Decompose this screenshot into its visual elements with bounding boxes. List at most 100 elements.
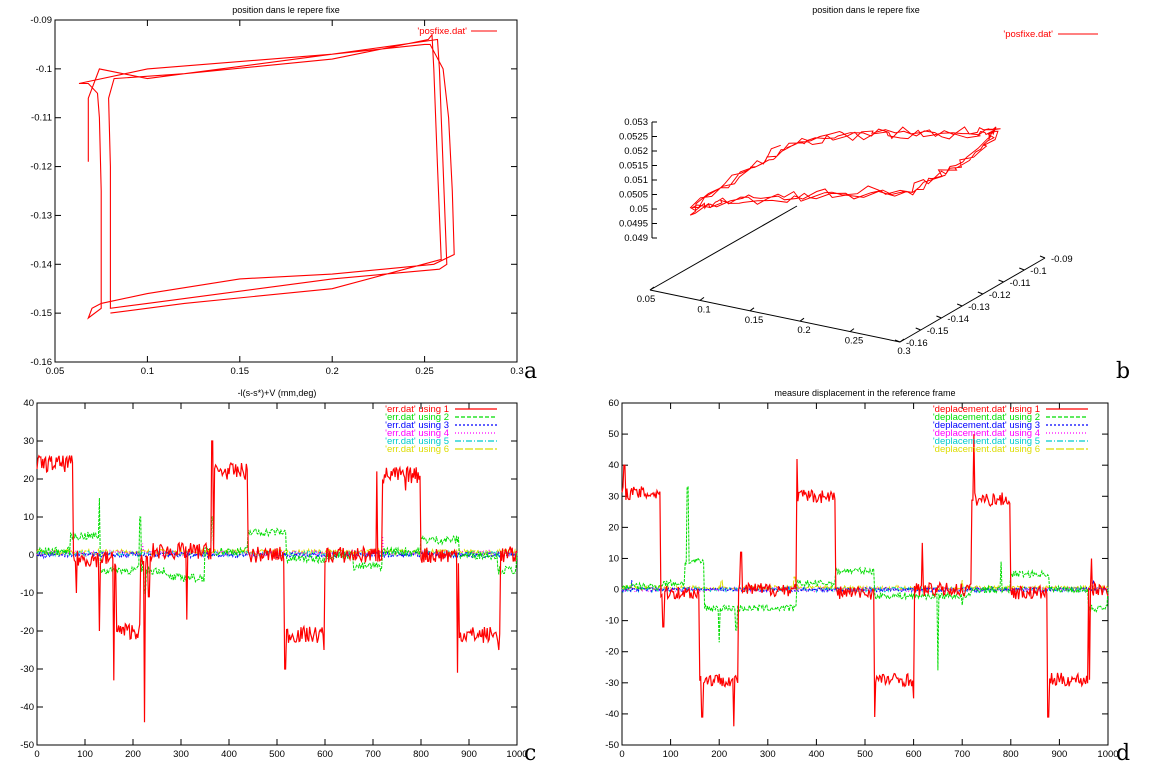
y-tick-mark-3d <box>998 279 1004 283</box>
x-tick-label-3d: 0.25 <box>845 336 864 347</box>
y-tick-label-d: -50 <box>605 740 619 751</box>
y-tick-label-d: -10 <box>605 616 619 627</box>
panel-label-a: a <box>524 359 537 384</box>
x-tick-label-c: 200 <box>125 749 141 760</box>
y-tick-label-d: 30 <box>608 491 619 502</box>
x-tick-label-d: 100 <box>663 749 679 760</box>
y-tick-label-d: -40 <box>605 709 619 720</box>
x-tick-label-c: 400 <box>221 749 237 760</box>
series-line-d-4 <box>621 585 1109 594</box>
series-line-d-5 <box>621 585 1109 594</box>
chart-title-c: -l(s-s*)+V (mm,deg) <box>238 388 317 398</box>
legend-label-c: 'err.dat' using 4 <box>385 428 449 439</box>
y-tick-label-d: -20 <box>605 647 619 658</box>
y-tick-label-a: -0.15 <box>30 308 52 319</box>
plot-frame-a <box>54 19 518 363</box>
y-tick-label-3d: -0.16 <box>906 338 928 349</box>
y-tick-label-3d: -0.11 <box>1010 278 1031 289</box>
x-tick-label-c: 600 <box>317 749 333 760</box>
x-tick-label-a: 0.05 <box>46 366 65 377</box>
legend-label-d: 'deplacement.dat' using 3 <box>933 420 1040 431</box>
x-tick-label-d: 200 <box>711 749 727 760</box>
y-tick-mark-3d <box>936 315 942 319</box>
x-tick-label-a: 0.2 <box>326 366 339 377</box>
chart-title-d: measure displacement in the reference fr… <box>774 388 955 398</box>
x-tick-label-c: 300 <box>173 749 189 760</box>
z-tick-label: 0.053 <box>624 117 648 128</box>
y-tick-mark-3d <box>915 327 921 331</box>
series-line-c-3 <box>36 550 518 560</box>
y-tick-label-c: -10 <box>20 588 34 599</box>
legend-label-d: 'deplacement.dat' using 2 <box>933 412 1040 423</box>
chart-title-a: position dans le repere fixe <box>232 5 340 15</box>
y-tick-label-a: -0.09 <box>30 15 52 26</box>
x-tick-label-3d: 0.2 <box>797 325 810 336</box>
y-tick-label-c: 30 <box>23 436 34 447</box>
x-tick-label-a: 0.15 <box>231 366 250 377</box>
y-tick-label-c: 40 <box>23 398 34 409</box>
x-tick-label-c: 800 <box>413 749 429 760</box>
y-tick-label-d: 40 <box>608 460 619 471</box>
x-tick-label-d: 400 <box>808 749 824 760</box>
x-tick-label-c: 0 <box>34 749 39 760</box>
legend-label-c: 'err.dat' using 3 <box>385 420 449 431</box>
x-tick-label-d: 300 <box>760 749 776 760</box>
base-edge-3d <box>649 205 798 291</box>
x-tick-mark-3d <box>649 286 655 291</box>
legend-label-b: 'posfixe.dat' <box>1003 29 1053 40</box>
x-tick-mark-3d <box>699 296 705 301</box>
x-tick-label-d: 500 <box>857 749 873 760</box>
x-tick-label-3d: 0.05 <box>637 294 656 305</box>
x-tick-mark-3d <box>899 338 905 343</box>
y-tick-mark-3d <box>1019 267 1025 271</box>
z-tick-label: 0.0505 <box>619 190 648 201</box>
y-tick-label-c: -30 <box>20 664 34 675</box>
z-tick-label: 0.049 <box>624 233 648 244</box>
x-tick-mark-3d <box>749 307 755 312</box>
z-tick-label: 0.0515 <box>619 161 648 172</box>
series-line-d-6 <box>621 576 1109 592</box>
x-tick-label-3d: 0.3 <box>897 346 910 357</box>
y-tick-label-a: -0.16 <box>30 357 52 368</box>
y-tick-label-d: 0 <box>614 585 619 596</box>
y-tick-mark-3d <box>894 339 901 343</box>
series-line-c-2 <box>36 497 518 594</box>
x-tick-label-d: 700 <box>954 749 970 760</box>
legend-label-c: 'err.dat' using 5 <box>385 436 449 447</box>
x-tick-mark-3d <box>849 328 855 333</box>
y-tick-label-d: 50 <box>608 429 619 440</box>
legend-label-d: 'deplacement.dat' using 6 <box>933 444 1040 455</box>
y-tick-label-c: -40 <box>20 702 34 713</box>
x-tick-label-d: 0 <box>619 749 624 760</box>
y-tick-label-a: -0.1 <box>36 64 52 75</box>
y-tick-label-3d: -0.09 <box>1051 254 1073 265</box>
x-tick-label-3d: 0.15 <box>745 315 764 326</box>
y-tick-label-a: -0.13 <box>30 210 52 221</box>
z-tick-label: 0.05 <box>630 204 649 215</box>
x-tick-label-c: 700 <box>365 749 381 760</box>
legend-label-d: 'deplacement.dat' using 4 <box>933 428 1040 439</box>
y-tick-mark-3d <box>1039 255 1046 259</box>
legend-label-c: 'err.dat' using 2 <box>385 412 449 423</box>
z-tick-label: 0.0525 <box>619 132 648 143</box>
y-tick-label-c: 0 <box>29 550 34 561</box>
x-tick-label-c: 500 <box>269 749 285 760</box>
y-tick-label-d: 60 <box>608 398 619 409</box>
y-tick-label-3d: -0.13 <box>968 302 990 313</box>
y-tick-label-c: -50 <box>20 740 34 751</box>
x-tick-label-c: 1000 <box>506 749 527 760</box>
y-tick-label-a: -0.14 <box>30 259 52 270</box>
x-tick-label-c: 100 <box>77 749 93 760</box>
x-tick-label-d: 600 <box>906 749 922 760</box>
y-tick-mark-3d <box>956 303 963 307</box>
x-tick-label-d: 1000 <box>1097 749 1118 760</box>
legend-label-d: 'deplacement.dat' using 1 <box>933 404 1040 415</box>
x-tick-label-d: 800 <box>1003 749 1019 760</box>
y-tick-label-d: 20 <box>608 522 619 533</box>
x-tick-label-d: 900 <box>1051 749 1067 760</box>
legend-label-c: 'err.dat' using 6 <box>385 444 449 455</box>
y-tick-mark-3d <box>977 291 984 295</box>
panel-label-b: b <box>1116 359 1130 384</box>
z-tick-label: 0.0495 <box>619 219 648 230</box>
